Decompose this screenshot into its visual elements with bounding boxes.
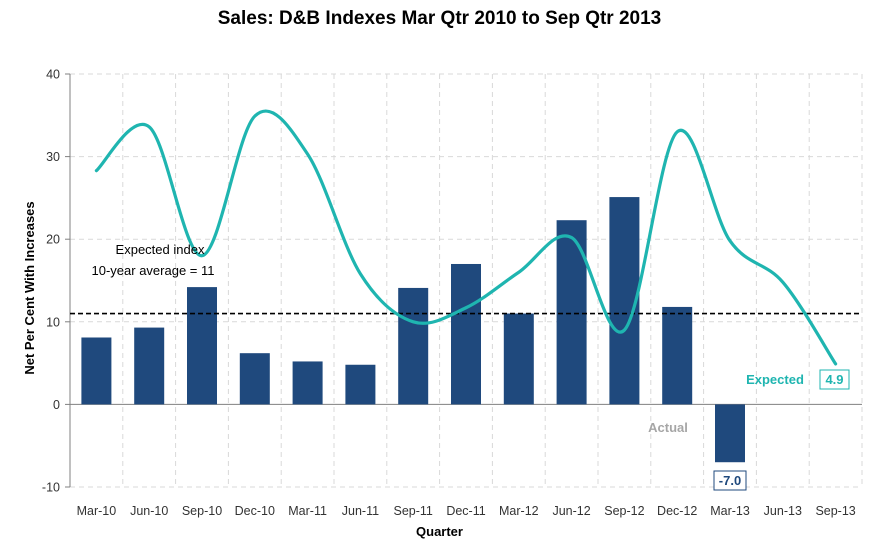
x-tick-label: Mar-10 — [77, 504, 117, 518]
x-tick-label: Dec-12 — [657, 504, 697, 518]
x-tick-label: Mar-13 — [710, 504, 750, 518]
x-tick-label: Dec-11 — [446, 504, 485, 518]
bar-actual — [503, 313, 534, 405]
x-tick-label: Sep-12 — [604, 504, 644, 518]
x-tick-label: Mar-12 — [499, 504, 539, 518]
bar-actual — [556, 220, 587, 405]
x-tick-label: Jun-11 — [342, 504, 379, 518]
x-tick-label: Sep-13 — [815, 504, 855, 518]
y-tick-label: 30 — [46, 150, 60, 164]
actual-last-value: -7.0 — [719, 473, 741, 488]
actual-series-label: Actual — [648, 420, 688, 435]
y-axis-label: Net Per Cent With Increases — [22, 201, 37, 374]
x-tick-label: Dec-10 — [235, 504, 275, 518]
bar-actual — [345, 364, 376, 405]
x-tick-label: Sep-10 — [182, 504, 222, 518]
bar-actual — [292, 361, 323, 405]
bar-actual — [662, 306, 693, 405]
x-tick-label: Jun-13 — [764, 504, 802, 518]
x-tick-labels: Mar-10 Jun-10 Sep-10 Dec-10 Mar-11 Jun-11 Sep-… — [77, 504, 856, 518]
reference-label-line1: Expected index — [116, 242, 205, 257]
grid-lines — [70, 73, 863, 488]
reference-label-line2: 10-year average = 11 — [92, 263, 215, 278]
bar-actual — [187, 287, 217, 405]
y-tick-label: 10 — [46, 315, 60, 329]
actual-last-callout-box — [713, 470, 747, 491]
bar-series-actual — [81, 197, 745, 463]
line-series-expected — [94, 109, 838, 366]
y-tick-label: 40 — [46, 68, 60, 82]
bar-actual — [451, 263, 481, 405]
y-tick-label: 0 — [53, 398, 60, 412]
bar-actual — [81, 337, 112, 405]
expected-series-label: Expected — [746, 372, 804, 387]
x-tick-label: Jun-12 — [552, 504, 590, 518]
x-axis-label: Quarter — [416, 524, 463, 539]
x-tick-label: Jun-10 — [130, 504, 168, 518]
line-expected — [94, 109, 838, 366]
bar-actual — [715, 404, 745, 463]
y-tick-label: -10 — [42, 481, 60, 495]
bar-actual — [398, 287, 429, 405]
expected-last-callout-box — [819, 369, 850, 390]
y-tick-labels: -10 0 10 20 30 40 — [42, 68, 60, 495]
bar-actual — [239, 353, 270, 405]
x-tick-label: Sep-11 — [394, 504, 433, 518]
x-tick-label: Mar-11 — [288, 504, 327, 518]
y-tick-label: 20 — [46, 233, 60, 247]
bar-actual — [134, 327, 165, 405]
chart-title: Sales: D&B Indexes Mar Qtr 2010 to Sep Q… — [218, 8, 662, 29]
expected-last-value: 4.9 — [825, 372, 843, 387]
